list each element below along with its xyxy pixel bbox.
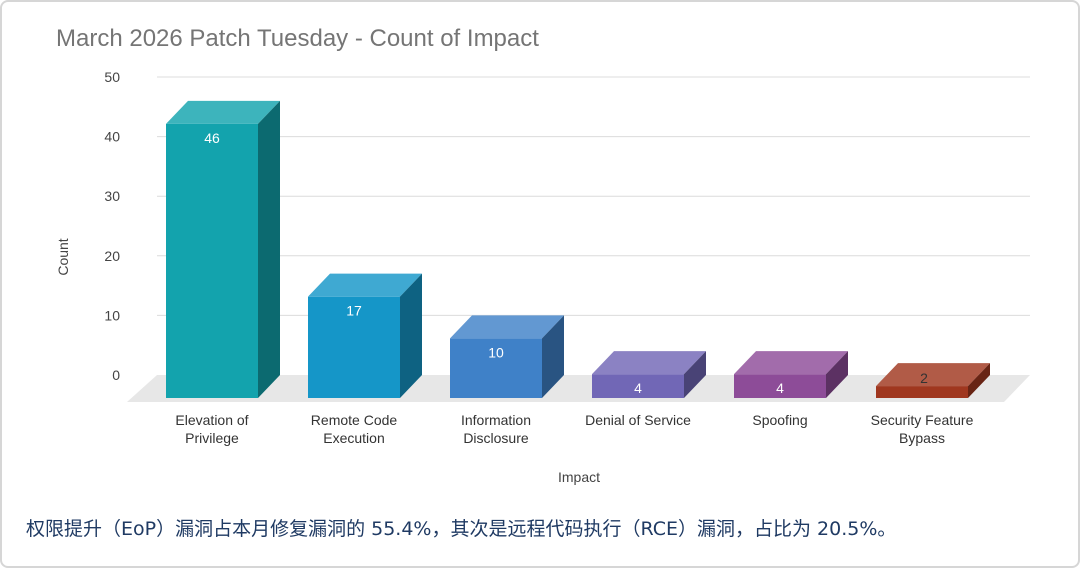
y-tick-label: 40 [104, 129, 120, 145]
bar-group: 10 [450, 315, 564, 398]
y-tick-label: 30 [104, 188, 120, 204]
bar-group: 17 [308, 273, 422, 398]
y-tick-label: 50 [104, 69, 120, 85]
data-label: 4 [776, 380, 784, 396]
bar [308, 296, 400, 398]
bar-chart: March 2026 Patch Tuesday - Count of Impa… [55, 25, 1030, 485]
data-label: 2 [920, 370, 928, 386]
bar-top [592, 351, 706, 375]
data-label: 10 [488, 344, 504, 360]
x-tick-label: Privilege [185, 430, 239, 446]
bar [734, 374, 826, 398]
x-tick-label: Disclosure [463, 430, 529, 446]
data-label: 17 [346, 303, 362, 319]
bar-side [542, 315, 564, 398]
bar-top [166, 100, 280, 124]
bar-group: 4 [734, 351, 848, 398]
x-tick-label: Elevation of [175, 412, 248, 428]
x-tick-label: Security Feature [871, 412, 974, 428]
bar-group: 4 [592, 351, 706, 398]
y-axis-label: Count [55, 238, 71, 275]
x-tick-label: Information [461, 412, 531, 428]
bar-top [308, 273, 422, 297]
bar-side [968, 363, 990, 398]
bar-top [734, 351, 848, 375]
x-tick-label: Execution [323, 430, 384, 446]
y-tick-label: 20 [104, 248, 120, 264]
bar-top [450, 315, 564, 339]
bar-side [684, 351, 706, 398]
bar [166, 123, 258, 398]
data-label: 4 [634, 380, 642, 396]
data-label: 46 [204, 130, 220, 146]
bar [592, 374, 684, 398]
bar-group: 2 [876, 363, 990, 398]
bar-top [876, 363, 990, 387]
bar-side [400, 273, 422, 398]
x-tick-label: Denial of Service [585, 412, 691, 428]
bar-group: 46 [166, 100, 280, 398]
x-axis-label: Impact [558, 469, 600, 485]
chart-caption: 权限提升（EoP）漏洞占本月修复漏洞的 55.4%，其次是远程代码执行（RCE）… [26, 518, 897, 540]
bar-side [826, 351, 848, 398]
chart-title: March 2026 Patch Tuesday - Count of Impa… [56, 25, 539, 52]
bar-side [258, 100, 280, 398]
bar [450, 338, 542, 398]
x-tick-label: Remote Code [311, 412, 398, 428]
y-tick-label: 0 [112, 367, 120, 383]
x-tick-label: Spoofing [752, 412, 807, 428]
x-tick-label: Bypass [899, 430, 945, 446]
y-tick-label: 10 [104, 307, 120, 323]
bar [876, 386, 968, 398]
